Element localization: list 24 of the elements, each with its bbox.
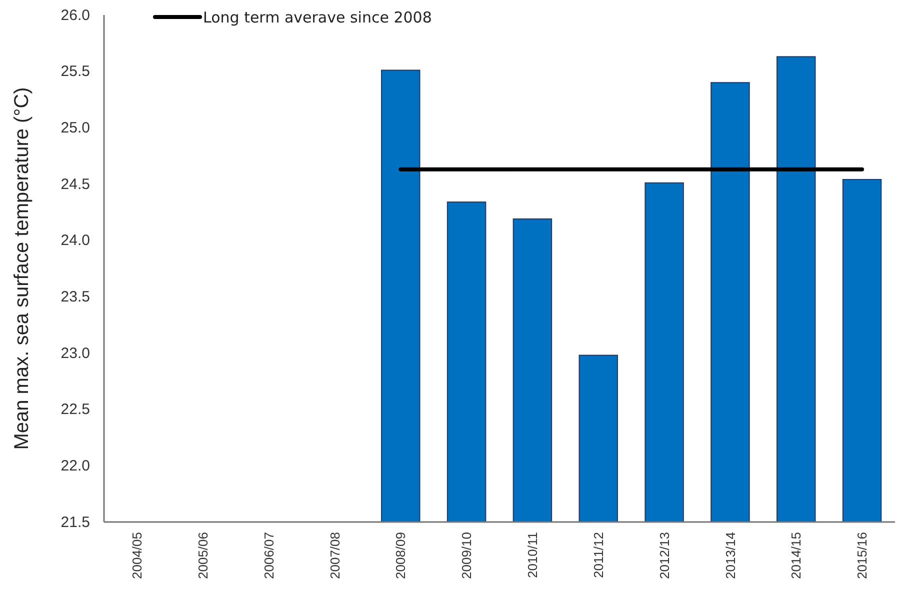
y-tick-label: 23.0 (60, 344, 90, 362)
y-tick-label: 25.0 (60, 119, 90, 136)
x-tick-label: 2006/07 (261, 532, 276, 579)
x-tick-label: 2015/16 (854, 532, 870, 579)
y-axis-title: Mean max. sea surface temperature (°C) (11, 87, 33, 450)
x-tick-label: 2004/05 (130, 532, 145, 579)
y-tick-label: 22.0 (60, 457, 90, 474)
y-tick-label: 21.5 (60, 514, 90, 531)
x-tick-label: 2009/10 (459, 532, 474, 579)
x-tick-label: 2008/09 (393, 532, 408, 579)
legend-label: Long term averave since 2008 (203, 8, 432, 26)
y-tick-label: 25.5 (60, 63, 90, 80)
y-tick-label: 24.0 (60, 232, 90, 250)
y-tick-label: 22.5 (60, 401, 90, 418)
x-tick-label: 2011/12 (590, 532, 606, 578)
x-tick-label: 2013/14 (722, 532, 738, 579)
x-tick-label: 2012/13 (656, 532, 672, 579)
y-tick-label: 23.5 (60, 288, 90, 306)
x-tick-label: 2007/08 (327, 532, 342, 579)
y-tick-label: 26.0 (60, 6, 90, 24)
x-tick-label: 2010/11 (525, 532, 540, 578)
x-tick-label: 2014/15 (788, 532, 804, 579)
y-tick-label: 24.5 (60, 176, 90, 193)
x-tick-label: 2005/06 (195, 532, 210, 579)
